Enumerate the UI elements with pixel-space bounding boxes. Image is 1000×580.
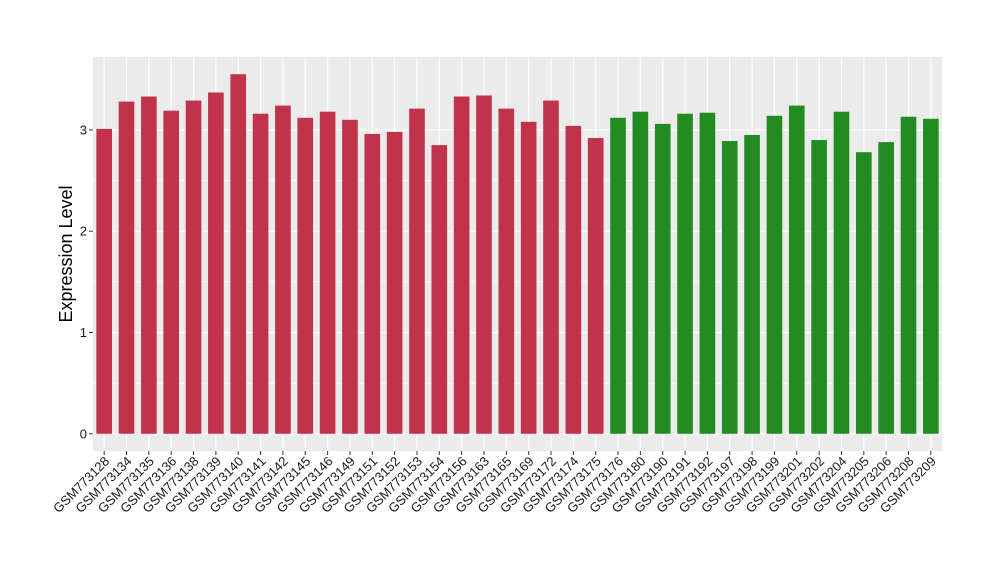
bar-GSM773135 (141, 96, 157, 434)
bar-GSM773152 (386, 131, 403, 434)
bar-GSM773139 (208, 92, 224, 434)
bar-GSM773201 (788, 105, 805, 434)
bar-GSM773174 (565, 125, 582, 434)
y-axis: 0 1 2 3 (80, 122, 93, 441)
bar-GSM773172 (543, 100, 559, 434)
bar-GSM773165 (498, 108, 515, 434)
bar-GSM773199 (766, 115, 783, 434)
bar-GSM773202 (811, 140, 827, 434)
bar-GSM773191 (677, 113, 693, 434)
bar-GSM773140 (230, 74, 247, 434)
bar-GSM773192 (699, 112, 716, 434)
bar-GSM773149 (342, 119, 358, 434)
y-axis-title: Expression Level (56, 185, 76, 322)
bar-GSM773169 (520, 121, 537, 434)
y-tick-label: 1 (80, 325, 87, 340)
y-tick-label: 2 (80, 224, 87, 239)
bar-GSM773209 (923, 118, 939, 434)
bar-GSM773134 (118, 101, 135, 434)
bar-GSM773208 (900, 116, 917, 434)
bar-GSM773163 (476, 95, 492, 434)
y-tick-label: 0 (80, 426, 87, 441)
x-axis: GSM773128GSM773134GSM773135GSM773136GSM7… (50, 451, 939, 516)
bars (96, 74, 939, 434)
bar-GSM773198 (744, 134, 760, 434)
bar-GSM773156 (453, 96, 470, 434)
bar-GSM773204 (833, 111, 850, 434)
bar-GSM773205 (855, 152, 872, 434)
bar-GSM773197 (721, 141, 738, 434)
bar-GSM773175 (587, 138, 604, 434)
bar-GSM773151 (364, 133, 381, 434)
bar-GSM773206 (878, 142, 894, 434)
bar-GSM773142 (275, 105, 291, 434)
bar-GSM773138 (185, 100, 202, 434)
bar-GSM773128 (96, 128, 112, 434)
bar-GSM773190 (654, 123, 671, 434)
bar-GSM773153 (409, 108, 425, 434)
bar-GSM773154 (431, 145, 448, 434)
bar-GSM773145 (297, 117, 314, 434)
y-tick-label: 3 (80, 122, 87, 137)
bar-GSM773141 (252, 113, 269, 434)
bar-GSM773180 (632, 111, 649, 434)
bar-GSM773146 (319, 111, 336, 434)
bar-GSM773136 (163, 110, 180, 434)
bar-GSM773176 (610, 117, 626, 434)
